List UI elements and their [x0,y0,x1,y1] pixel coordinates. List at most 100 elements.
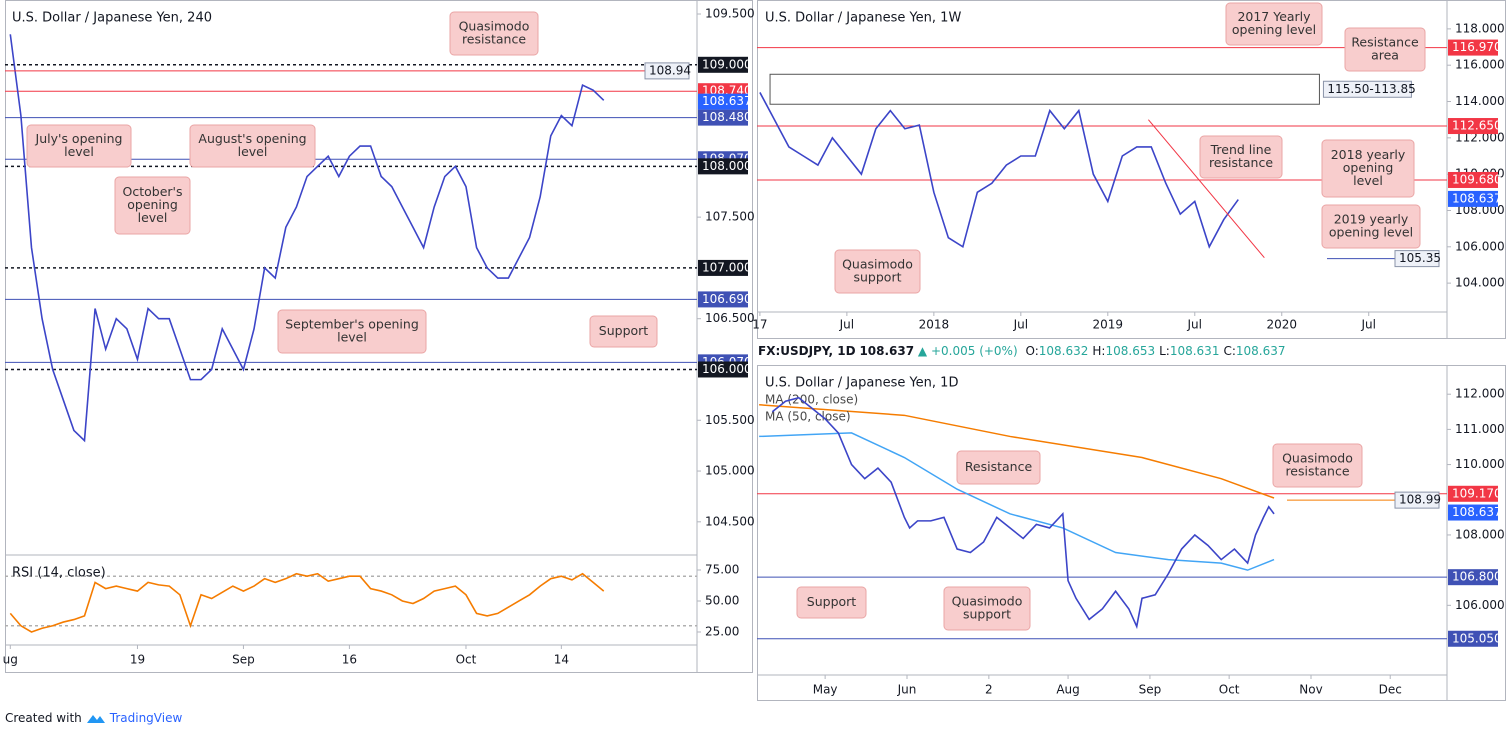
annotation-box [1272,443,1363,488]
x-tick-label: 2019 [1093,318,1124,332]
panel-frame [757,0,1506,339]
annotation-text: level [1353,173,1383,188]
x-tick-label: 2 [985,683,993,697]
y-tick-label: 118.000 [1455,21,1505,35]
annotation-box [189,124,316,168]
level-label: 108.637 [1452,505,1502,519]
level-label-box [698,158,748,175]
y-tick-label: 104.500 [705,514,755,528]
zone-label-box [1322,80,1412,98]
x-tick-label: Oct [456,653,477,667]
level-label: 109.000 [702,57,752,71]
legend-entry: MA (200, close) [765,393,858,407]
note-box [1394,250,1440,268]
note-label: 108.94 [649,63,691,77]
annotation-box [796,586,867,619]
x-tick-label: May [813,683,838,697]
logo [86,715,105,723]
annotation-box [589,315,658,348]
x-tick-label: Sep [1139,683,1162,697]
ohlc: O:108.632 H:108.653 L:108.631 C:108.637 [1021,344,1285,358]
ohlc-key: O: [1025,344,1039,358]
annotation-box [943,586,1031,631]
x-tick-label: Jul [839,318,854,332]
y-tick-label: 106.000 [1455,239,1505,253]
last-price: 108.637 [859,344,915,358]
annotation-box [1199,135,1283,179]
annotation-text: resistance [462,32,526,47]
ohlc-key: H: [1092,344,1106,358]
level-label: 112.650 [1452,119,1502,133]
level-label-box [698,361,748,378]
ohlc-key: C: [1223,344,1236,358]
annotation-box [114,176,191,235]
y-tick-label: 75.00 [705,563,739,577]
note-box [1394,491,1440,509]
level-label-box [1448,171,1498,188]
x-tick-label: 16 [342,653,357,667]
level-label: 107.000 [702,260,752,274]
zone-label: 115.50-113.85 [1327,82,1415,96]
price-line [759,92,1239,249]
panel-frame [757,365,1506,701]
ma-line [759,432,1275,571]
price-line [9,34,605,443]
level-label-box [698,259,748,276]
y-tick-label: 112.000 [1455,387,1505,401]
legend-entry: MA (50, close) [765,410,851,424]
y-tick-label: 114.000 [1455,94,1505,108]
annotation-text: July's opening [35,131,123,146]
ohlc-value: 108.637 [1235,344,1286,358]
note-box [644,62,690,80]
annotation-text: support [854,270,902,285]
annotation-text: area [1371,48,1399,63]
level-label-box [1448,39,1498,56]
annotation-box [834,249,921,294]
trend-line [1148,119,1265,259]
x-tick-label: 2018 [919,318,950,332]
x-tick-label: Jul [1013,318,1028,332]
annotation-box [277,309,427,354]
y-tick-label: 107.500 [705,210,755,224]
annotation-text: resistance [1209,155,1273,170]
annotation-text: Support [599,323,649,338]
level-label: 108.637 [1452,191,1502,205]
annotation-text: level [238,144,268,159]
annotation-text: support [963,607,1011,622]
level-label-box [1448,118,1498,135]
annotation-text: October's [123,184,183,199]
panel-frame [5,0,753,673]
level-label-box [1448,569,1498,586]
ma-line [759,404,1275,499]
x-tick-label: ug [3,653,18,667]
brand: TradingView [109,711,183,725]
ohlc-value: 108.653 [1105,344,1156,358]
level-label-box [1448,630,1498,647]
x-tick-label: Nov [1299,683,1322,697]
annotation-text: level [64,144,94,159]
y-tick-label: 50.00 [705,593,739,607]
x-tick-label: 17 [752,318,767,332]
level-label-box [1448,504,1498,521]
annotation-box [1344,27,1426,72]
y-tick-label: 105.000 [705,464,755,478]
annotation-text: Quasimodo [952,594,1023,609]
y-tick-label: 104.000 [1455,276,1505,290]
chart-title: RSI (14, close) [12,566,106,581]
x-tick-label: 14 [554,653,569,667]
level-label: 109.170 [1452,486,1502,500]
level-label-box [698,56,748,73]
level-label-box [1448,485,1498,502]
x-tick-label: Jun [897,683,917,697]
annotation-box [1321,204,1421,249]
note-label: 105.35 [1399,251,1441,265]
annotation-box [1225,2,1323,46]
annotation-text: Trend line [1210,142,1272,157]
level-label: 109.680 [1452,172,1502,186]
annotation-text: level [138,210,168,225]
x-tick-label: 2020 [1266,318,1297,332]
level-label-box [698,109,748,126]
quote-bar: FX:USDJPY, 1D 108.637 ▲ +0.005 (+0%) O:1… [758,344,1286,358]
chart-title: U.S. Dollar / Japanese Yen, 1D [765,376,958,391]
